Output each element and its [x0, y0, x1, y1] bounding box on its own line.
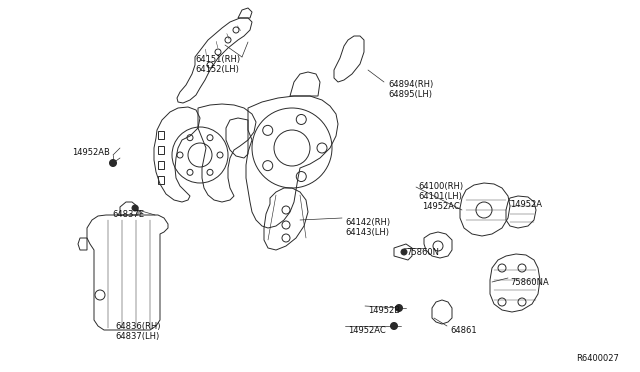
Text: 64142(RH): 64142(RH) [345, 218, 390, 227]
Text: 64152(LH): 64152(LH) [195, 65, 239, 74]
Text: 14952AC: 14952AC [422, 202, 460, 211]
Text: 64101(LH): 64101(LH) [418, 192, 462, 201]
Text: 64143(LH): 64143(LH) [345, 228, 389, 237]
Text: 75860N: 75860N [406, 248, 439, 257]
Text: 64894(RH): 64894(RH) [388, 80, 433, 89]
Text: 64151(RH): 64151(RH) [195, 55, 240, 64]
Text: 14952AC: 14952AC [348, 326, 386, 335]
Text: 64100(RH): 64100(RH) [418, 182, 463, 191]
Circle shape [390, 323, 397, 330]
Text: 64837E: 64837E [112, 210, 144, 219]
Text: 64837(LH): 64837(LH) [116, 332, 160, 341]
Circle shape [401, 249, 407, 255]
Text: 64861: 64861 [450, 326, 477, 335]
Text: 75860NA: 75860NA [510, 278, 548, 287]
Text: 14952A: 14952A [510, 200, 542, 209]
Text: 14952B: 14952B [368, 306, 400, 315]
Text: 64836(RH): 64836(RH) [115, 322, 161, 331]
Text: 64895(LH): 64895(LH) [388, 90, 432, 99]
Circle shape [109, 160, 116, 167]
Circle shape [396, 305, 403, 311]
Text: R6400027: R6400027 [576, 354, 619, 363]
Text: 14952AB: 14952AB [72, 148, 110, 157]
Circle shape [132, 205, 138, 211]
